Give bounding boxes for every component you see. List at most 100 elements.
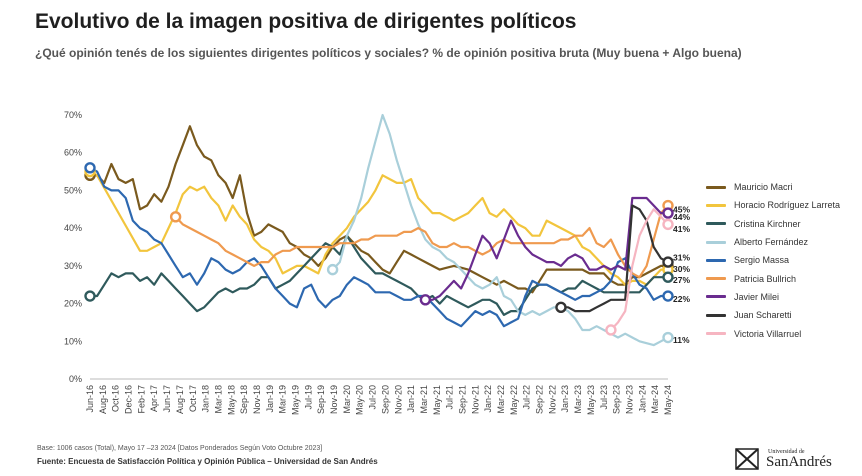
legend-item: Mauricio Macri (706, 178, 840, 196)
legend-label: Alberto Fernández (734, 237, 809, 248)
series-end-marker (662, 207, 674, 219)
x-tick-label: Jul-21 (445, 385, 455, 410)
legend-label: Victoria Villarruel (734, 328, 802, 339)
x-tick-label: May-18 (226, 385, 236, 415)
x-tick-label: Sep-23 (612, 385, 622, 414)
series-end-marker (326, 263, 339, 276)
series-line (174, 204, 669, 279)
legend-label: Javier Milei (734, 291, 780, 302)
x-tick-label: Nov-21 (470, 385, 480, 414)
university-seal-icon (735, 448, 759, 470)
y-tick-label: 40% (64, 223, 82, 233)
x-tick-label: Jan-21 (406, 385, 416, 413)
x-tick-label: Mar-19 (278, 385, 288, 414)
x-tick-label: Jan-22 (483, 385, 493, 413)
legend-label: Juan Scharetti (734, 310, 792, 321)
x-tick-label: Jul-20 (368, 385, 378, 410)
x-tick-label: Nov-20 (393, 385, 403, 414)
logo-small-text: Universidad de (768, 448, 805, 455)
series-end-marker (662, 218, 674, 231)
legend-label: Horacio Rodríguez Larreta (734, 200, 841, 211)
series-line (425, 196, 668, 301)
y-tick-label: 10% (64, 336, 82, 346)
series-end-marker (662, 290, 674, 302)
legend-swatch (706, 295, 726, 299)
series-end-marker (662, 331, 674, 344)
series-line (610, 208, 669, 331)
legend-label: Patricia Bullrich (734, 273, 797, 284)
logo-big-text: SanAndrés (766, 453, 832, 470)
x-tick-label: May-20 (355, 385, 365, 415)
y-tick-label: 50% (64, 185, 82, 195)
x-tick-label: Apr-17 (149, 385, 159, 412)
series-line (90, 125, 668, 294)
y-tick-label: 20% (64, 299, 82, 309)
legend-item: Victoria Villarruel (706, 324, 840, 342)
legend-item: Patricia Bullrich (706, 269, 840, 287)
x-tick-label: Jan-23 (560, 385, 570, 413)
series-end-label: 30% (673, 264, 690, 274)
legend-swatch (706, 203, 726, 207)
y-tick-label: 70% (64, 110, 82, 120)
x-tick-label: Jun-16 (85, 385, 95, 413)
x-tick-label: Jan-24 (637, 385, 647, 413)
legend-item: Javier Milei (706, 288, 840, 306)
x-tick-label: Jan-19 (265, 385, 275, 413)
legend-swatch (706, 258, 726, 262)
x-tick-label: Mar-18 (213, 385, 223, 414)
x-tick-label: Jan-18 (201, 385, 211, 413)
x-tick-label: Aug-16 (98, 385, 108, 414)
legend-item: Sergio Massa (706, 251, 840, 269)
series-end-marker (555, 301, 567, 314)
x-tick-label: May-21 (432, 385, 442, 415)
legend-item: Juan Scharetti (706, 306, 840, 324)
legend-label: Cristina Kirchner (734, 218, 801, 229)
series-end-marker (662, 256, 674, 268)
series-end-label: 11% (673, 335, 690, 345)
x-tick-label: Jul-22 (522, 385, 532, 410)
university-logo: Universidad de SanAndrés (734, 446, 832, 472)
legend-swatch (706, 222, 726, 226)
series-end-marker (419, 294, 432, 306)
legend-label: Sergio Massa (734, 255, 790, 266)
x-tick-label: Jun-17 (162, 385, 172, 413)
series-line (90, 234, 668, 316)
series-end-marker (169, 211, 182, 223)
series-line (561, 204, 669, 313)
series-end-marker (84, 290, 96, 302)
legend-swatch (706, 185, 726, 189)
x-tick-label: May-24 (663, 385, 673, 415)
x-tick-label: Aug-17 (175, 385, 185, 414)
x-tick-label: Sep-22 (535, 385, 545, 414)
x-tick-label: Dec-16 (124, 385, 134, 414)
x-tick-label: Feb-17 (136, 385, 146, 414)
legend-item: Horacio Rodríguez Larreta (706, 196, 840, 214)
legend-item: Alberto Fernández (706, 233, 840, 251)
series-end-label: 22% (673, 294, 690, 304)
x-tick-label: Nov-22 (547, 385, 557, 414)
series-end-label: 44% (673, 212, 690, 222)
y-tick-label: 60% (64, 148, 82, 158)
legend-swatch (706, 240, 726, 244)
source-note: Fuente: Encuesta de Satisfacción Polític… (37, 457, 378, 466)
x-tick-label: Nov-19 (329, 385, 339, 414)
x-tick-label: Mar-23 (573, 385, 583, 414)
x-tick-label: Sep-19 (316, 385, 326, 414)
base-note: Base: 1006 casos (Total), Mayo 17 –23 20… (37, 445, 323, 452)
series-end-label: 27% (673, 275, 690, 285)
x-tick-label: Nov-18 (252, 385, 262, 414)
x-tick-label: Oct-17 (188, 385, 198, 412)
legend-swatch (706, 313, 726, 317)
y-tick-label: 30% (64, 261, 82, 271)
x-tick-label: May-23 (586, 385, 596, 415)
x-tick-label: Sep-20 (380, 385, 390, 414)
x-tick-label: Oct-16 (111, 385, 121, 412)
x-tick-label: May-19 (291, 385, 301, 415)
series-end-marker (84, 162, 96, 174)
series-end-label: 31% (673, 253, 690, 263)
series-line (89, 166, 668, 328)
legend-swatch (706, 332, 726, 336)
series-line (89, 170, 668, 286)
legend-swatch (706, 277, 726, 281)
